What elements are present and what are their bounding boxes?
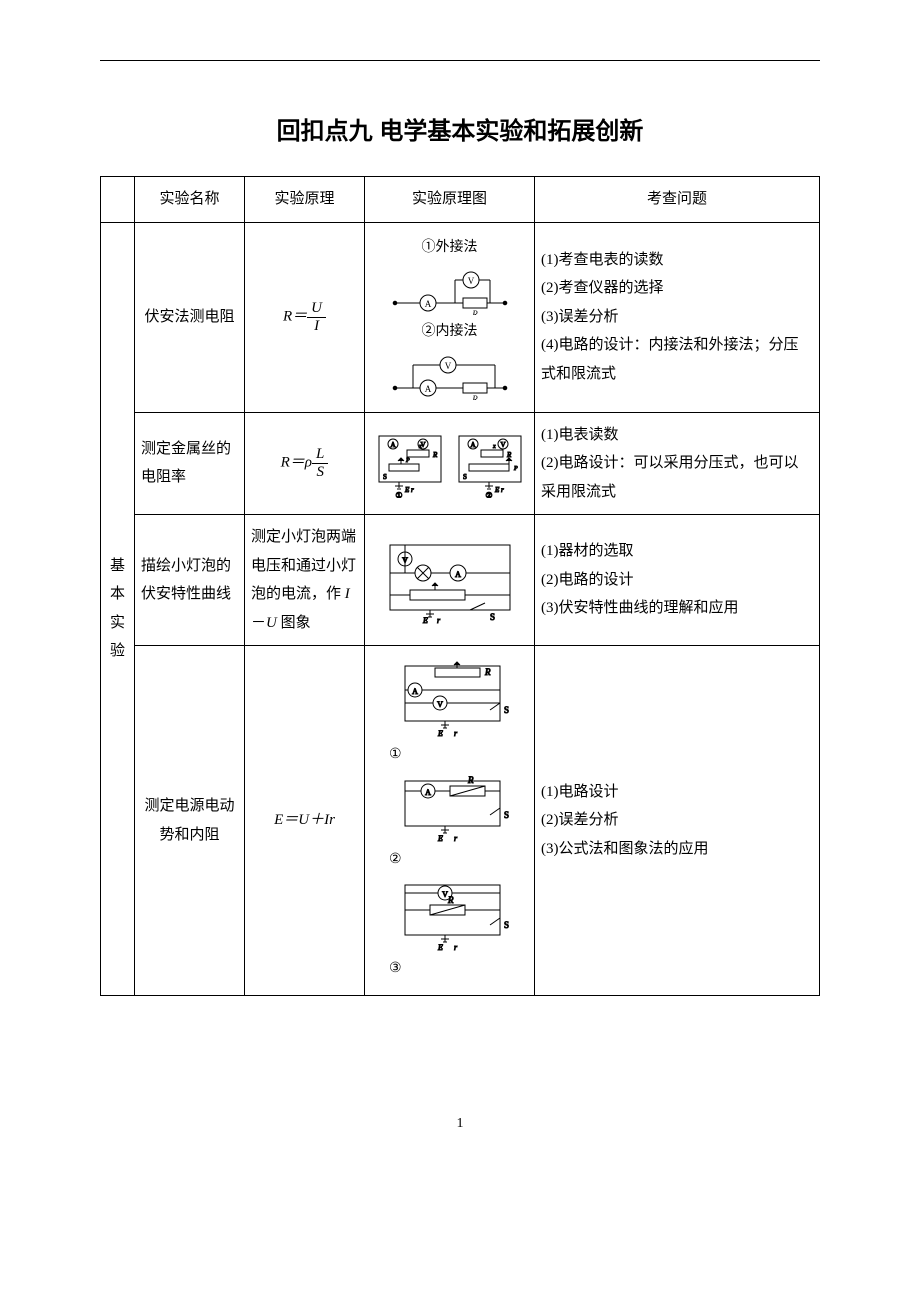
principle-text: E＝U＋Ir bbox=[274, 812, 335, 828]
formula-prefix: R＝ bbox=[283, 309, 307, 325]
th-principle: 实验原理 bbox=[245, 177, 365, 223]
page-number: 1 bbox=[100, 1116, 820, 1132]
table-row: 描绘小灯泡的伏安特性曲线 测定小灯泡两端电压和通过小灯泡的电流，作 I－U 图象… bbox=[101, 515, 820, 646]
svg-text:②: ② bbox=[485, 491, 492, 498]
svg-text:r: r bbox=[454, 729, 458, 738]
diagram-label: ②内接法 bbox=[371, 319, 528, 346]
svg-text:S: S bbox=[383, 473, 387, 481]
svg-text:E: E bbox=[437, 943, 443, 952]
page-title: 回扣点九 电学基本实验和拓展创新 bbox=[100, 111, 820, 146]
circuit-emf-1-icon: A R V S Er bbox=[380, 658, 520, 738]
circuit-resistivity-icon: A V Rx P S E r ① A V Rx P bbox=[371, 428, 531, 498]
svg-text:S: S bbox=[504, 810, 509, 820]
svg-text:R: R bbox=[432, 451, 438, 459]
table-row: 基本实验 伏安法测电阻 R＝UI ①外接法 A V R bbox=[101, 222, 820, 412]
svg-text:E r: E r bbox=[404, 486, 414, 494]
svg-text:R: R bbox=[467, 775, 474, 785]
exp-name: 测定金属丝的电阻率 bbox=[135, 412, 245, 515]
exp-name: 描绘小灯泡的伏安特性曲线 bbox=[135, 515, 245, 646]
svg-text:A: A bbox=[424, 384, 431, 394]
exp-questions: (1)电路设计(2)误差分析(3)公式法和图象法的应用 bbox=[535, 646, 820, 996]
exp-principle: R＝UI bbox=[245, 222, 365, 412]
svg-text:r: r bbox=[454, 943, 458, 952]
page: 回扣点九 电学基本实验和拓展创新 实验名称 实验原理 实验原理图 考查问题 基本… bbox=[0, 0, 920, 1172]
exp-diagram: A V Rx P S E r ① A V Rx P bbox=[365, 412, 535, 515]
svg-text:R: R bbox=[471, 394, 478, 400]
svg-text:E: E bbox=[422, 616, 428, 625]
svg-text:A: A bbox=[455, 570, 461, 579]
svg-text:V: V bbox=[444, 361, 451, 371]
svg-text:V: V bbox=[500, 441, 505, 449]
exp-diagram: ①外接法 A V R ②内接法 bbox=[365, 222, 535, 412]
svg-text:r: r bbox=[454, 834, 458, 843]
circuit-external-icon: A V R bbox=[385, 265, 515, 315]
diagram-label: ①外接法 bbox=[371, 235, 528, 262]
exp-questions: (1)电表读数(2)电路设计：可以采用分压式，也可以采用限流式 bbox=[535, 412, 820, 515]
circuit-internal-icon: A V R bbox=[385, 350, 515, 400]
exp-diagram: A R V S Er ① A bbox=[365, 646, 535, 996]
svg-text:A: A bbox=[424, 299, 431, 309]
svg-text:x: x bbox=[492, 444, 496, 450]
exp-questions: (1)考查电表的读数(2)考查仪器的选择(3)误差分析(4)电路的设计：内接法和… bbox=[535, 222, 820, 412]
svg-text:A: A bbox=[412, 687, 418, 696]
exp-principle: E＝U＋Ir bbox=[245, 646, 365, 996]
svg-text:E: E bbox=[437, 834, 443, 843]
formula-fraction: LS bbox=[312, 446, 328, 480]
exp-principle: 测定小灯泡两端电压和通过小灯泡的电流，作 I－U 图象 bbox=[245, 515, 365, 646]
svg-text:S: S bbox=[490, 612, 495, 622]
th-name: 实验名称 bbox=[135, 177, 245, 223]
svg-text:S: S bbox=[504, 705, 509, 715]
svg-text:R: R bbox=[471, 309, 478, 315]
svg-text:A: A bbox=[470, 441, 475, 449]
exp-name: 测定电源电动势和内阻 bbox=[135, 646, 245, 996]
svg-text:E: E bbox=[437, 729, 443, 738]
svg-text:S: S bbox=[463, 473, 467, 481]
svg-text:P: P bbox=[513, 466, 518, 472]
table-row: 测定电源电动势和内阻 E＝U＋Ir A R V S bbox=[101, 646, 820, 996]
svg-text:S: S bbox=[504, 920, 509, 930]
category-label: 基本实验 bbox=[110, 558, 125, 660]
th-blank bbox=[101, 177, 135, 223]
experiments-table: 实验名称 实验原理 实验原理图 考查问题 基本实验 伏安法测电阻 R＝UI ①外… bbox=[100, 176, 820, 996]
svg-text:V: V bbox=[467, 276, 474, 286]
principle-text: 测定小灯泡两端电压和通过小灯泡的电流，作 I－U 图象 bbox=[251, 529, 356, 631]
exp-diagram: V A Er bbox=[365, 515, 535, 646]
formula-prefix: R＝ρ bbox=[281, 455, 312, 471]
formula-fraction: UI bbox=[307, 300, 326, 334]
diagram-label: ② bbox=[371, 847, 528, 874]
exp-name: 伏安法测电阻 bbox=[135, 222, 245, 412]
svg-text:①: ① bbox=[395, 491, 402, 498]
table-row: 测定金属丝的电阻率 R＝ρLS A V Rx P S bbox=[101, 412, 820, 515]
svg-text:r: r bbox=[437, 616, 441, 625]
table-header-row: 实验名称 实验原理 实验原理图 考查问题 bbox=[101, 177, 820, 223]
th-questions: 考查问题 bbox=[535, 177, 820, 223]
circuit-emf-2-icon: A R S Er bbox=[380, 773, 520, 843]
svg-text:R: R bbox=[447, 895, 454, 905]
diagram-label: ① bbox=[371, 742, 528, 769]
svg-text:P: P bbox=[405, 458, 410, 464]
exp-questions: (1)器材的选取(2)电路的设计(3)伏安特性曲线的理解和应用 bbox=[535, 515, 820, 646]
svg-text:R: R bbox=[484, 667, 491, 677]
svg-text:A: A bbox=[425, 788, 431, 797]
svg-text:V: V bbox=[437, 700, 443, 709]
svg-text:E r: E r bbox=[494, 486, 504, 494]
th-diagram: 实验原理图 bbox=[365, 177, 535, 223]
svg-text:x: x bbox=[418, 444, 422, 450]
category-cell: 基本实验 bbox=[101, 222, 135, 995]
exp-principle: R＝ρLS bbox=[245, 412, 365, 515]
svg-text:A: A bbox=[390, 441, 395, 449]
circuit-bulb-icon: V A Er bbox=[375, 535, 525, 625]
diagram-label: ③ bbox=[371, 956, 528, 983]
circuit-emf-3-icon: V R S Er bbox=[380, 877, 520, 952]
top-rule bbox=[100, 60, 820, 61]
